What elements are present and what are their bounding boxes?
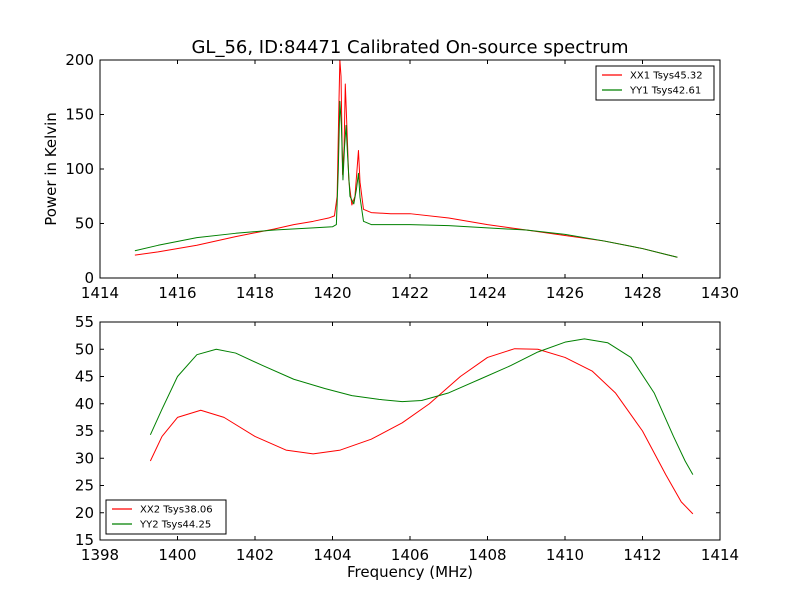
y-tick-label: 45 [75, 368, 94, 386]
y-tick-label: 55 [75, 313, 94, 331]
x-tick-label: 1426 [546, 284, 584, 302]
y-tick-label: 20 [75, 504, 94, 522]
series-line-2-2 [149, 338, 694, 475]
y-tick-label: 200 [65, 51, 94, 69]
y-axis-label: Power in Kelvin [42, 112, 60, 226]
y-tick-label: 50 [75, 215, 94, 233]
x-tick-label: 1402 [236, 546, 274, 564]
y-tick-label: 30 [75, 449, 94, 467]
y-tick-label: 25 [75, 477, 94, 495]
y-tick-label: 15 [75, 531, 94, 549]
x-tick-label: 1416 [158, 284, 196, 302]
y-tick-label: 150 [65, 106, 94, 124]
x-tick-label: 1404 [313, 546, 351, 564]
legend-box [595, 65, 715, 101]
x-tick-label: 1412 [623, 546, 661, 564]
legend-label: XX2 Tsys38.06 [140, 505, 213, 516]
x-tick-label: 1414 [701, 546, 739, 564]
y-tick-label: 35 [75, 422, 94, 440]
figure-title: GL_56, ID:84471 Calibrated On-source spe… [191, 37, 628, 58]
x-tick-label: 1408 [468, 546, 506, 564]
chart-1: 1414 1416 1418 1420 1422 1424 1426 1428 1430 0 50 1… [42, 51, 739, 302]
legend-label: YY2 Tsys44.25 [139, 520, 211, 531]
x-tick-label: 1422 [391, 284, 429, 302]
legend: XX2 Tsys38.06 YY2 Tsys44.25 [105, 499, 227, 535]
x-tick-label: 1400 [158, 546, 196, 564]
y-tick-label: 0 [84, 269, 94, 287]
x-axis-label: Frequency (MHz) [347, 563, 473, 581]
legend: XX1 Tsys45.32 YY1 Tsys42.61 [595, 65, 715, 101]
y-tick-label: 50 [75, 340, 94, 358]
x-tick-label: 1424 [468, 284, 506, 302]
x-tick-label: 1418 [236, 284, 274, 302]
x-tick-label: 1406 [391, 546, 429, 564]
x-tick-label: 1428 [623, 284, 661, 302]
legend-box [105, 499, 227, 535]
x-tick-label: 1398 [81, 546, 119, 564]
y-tick-label: 40 [75, 395, 94, 413]
series-line-2-1 [149, 348, 694, 515]
chart-2: 1398 1400 1402 1404 1406 1408 1410 1412 1414 15 20… [75, 313, 739, 581]
legend-label: XX1 Tsys45.32 [630, 71, 703, 82]
x-tick-label: 1410 [546, 546, 584, 564]
y-tick-label: 100 [65, 160, 94, 178]
x-tick-label: 1420 [313, 284, 351, 302]
series-line-1-2 [134, 100, 678, 258]
x-tick-label: 1414 [81, 284, 119, 302]
legend-label: YY1 Tsys42.61 [629, 86, 701, 97]
x-tick-label: 1430 [701, 284, 739, 302]
